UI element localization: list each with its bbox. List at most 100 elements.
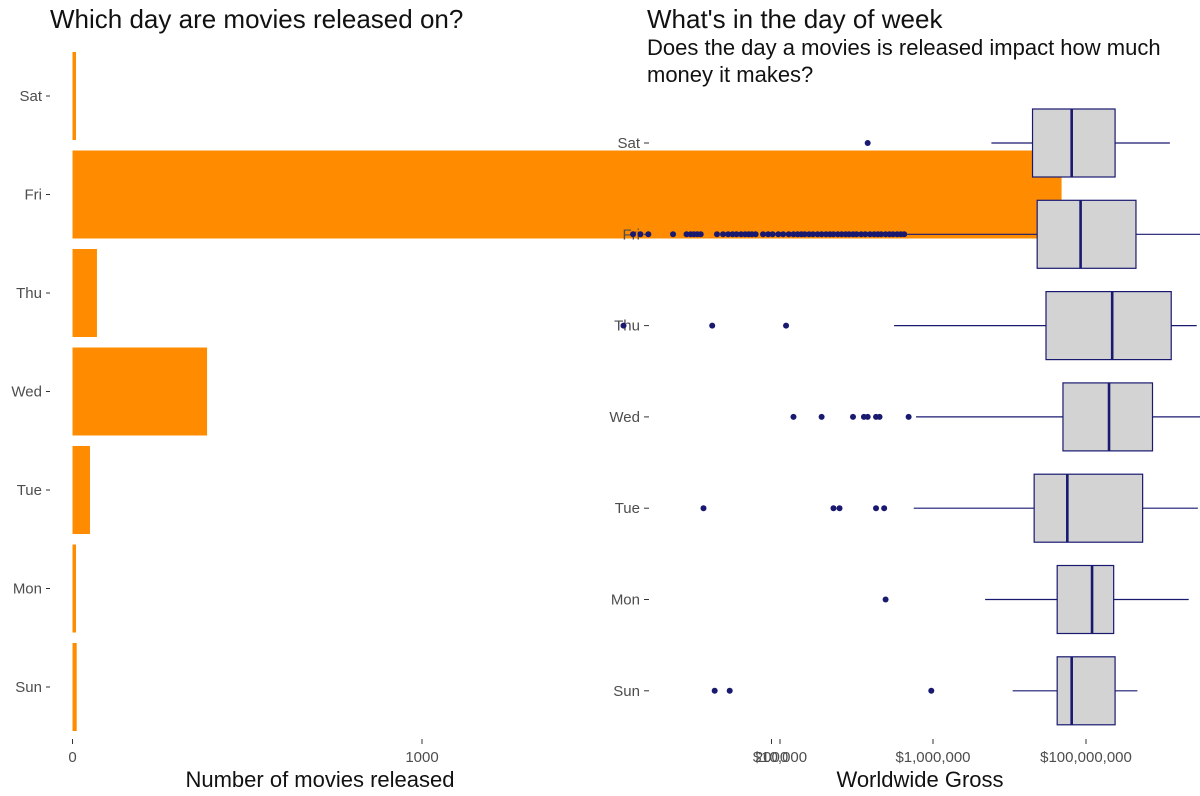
bar-chart-y-axis: Sat Fri Thu Wed Tue Mon Sun [11, 88, 50, 696]
bar-sun [72, 643, 77, 731]
outlier-point [873, 505, 880, 512]
outlier-point [801, 231, 808, 238]
outlier-point [876, 413, 883, 420]
box-mon [882, 564, 1189, 635]
box-chart-y-tick-label: Sat [617, 135, 640, 152]
outlier-point [830, 231, 837, 238]
bar-mon [72, 544, 76, 633]
outlier-point [780, 231, 787, 238]
bar-chart-bars [72, 52, 1062, 731]
bar-tue [72, 446, 90, 534]
outlier-point [783, 322, 790, 329]
outlier-point [670, 231, 677, 238]
outlier-point [733, 231, 740, 238]
bar-chart-y-tick-label: Wed [11, 384, 42, 401]
outlier-point [853, 231, 860, 238]
box-chart-subtitle-line-2: money it makes? [647, 62, 813, 87]
box-chart-title: What's in the day of week [647, 4, 943, 34]
box-fri [630, 199, 1200, 269]
box-chart-y-tick-label: Thu [614, 318, 640, 335]
bar-thu [72, 249, 97, 337]
bar-chart-title: Which day are movies released on? [50, 4, 463, 34]
bar-chart-x-tick-label: 1000 [405, 749, 438, 766]
outlier-point [849, 413, 856, 420]
bar-chart-x-tick-label: 0 [68, 749, 76, 766]
bar-chart-x-tick-label: 2000 [755, 749, 788, 766]
bar-wed [72, 347, 208, 436]
bar-chart-y-tick-label: Sat [19, 88, 42, 105]
outlier-point [830, 505, 837, 512]
outlier-point [765, 231, 772, 238]
box-wed [790, 382, 1200, 452]
outlier-point [700, 505, 707, 512]
bar-chart-y-tick-label: Tue [17, 482, 42, 499]
outlier-point [683, 231, 690, 238]
bar-chart-y-tick-label: Fri [25, 187, 43, 204]
iqr-box [1045, 291, 1172, 361]
box-chart-x-tick-label: $1,000,000 [895, 749, 970, 766]
outlier-point [864, 413, 871, 420]
outlier-point [809, 231, 816, 238]
outlier-point [760, 231, 767, 238]
box-chart-y-tick-label: Wed [609, 409, 640, 426]
box-chart-subtitle-line-1: Does the day a movies is released impact… [647, 35, 1161, 60]
outlier-point [769, 231, 776, 238]
bar-sat [72, 52, 76, 140]
outlier-point [775, 231, 782, 238]
outlier-point [785, 231, 792, 238]
box-chart-x-axis: $10,000 $1,000,000 $100,000,000 [753, 739, 1132, 766]
outlier-point [720, 231, 727, 238]
outlier-point [862, 231, 869, 238]
bar-chart-y-tick-label: Thu [16, 285, 42, 302]
iqr-box [1056, 564, 1115, 635]
box-sun [711, 656, 1138, 726]
iqr-box [1031, 108, 1116, 178]
outlier-point [882, 596, 889, 603]
outlier-point [790, 231, 797, 238]
box-chart: What's in the day of week Does the day a… [609, 4, 1200, 792]
bar-chart-y-tick-label: Mon [13, 581, 42, 598]
outlier-point [881, 505, 888, 512]
box-chart-y-tick-label: Tue [615, 500, 640, 517]
outlier-point [637, 231, 644, 238]
outlier-point [620, 322, 627, 329]
bar-chart-x-axis: 0 1000 2000 [68, 739, 788, 766]
iqr-box [1033, 473, 1144, 543]
iqr-box [1056, 656, 1116, 726]
outlier-point [866, 231, 873, 238]
iqr-box [1036, 199, 1137, 269]
box-chart-y-tick-label: Mon [611, 592, 640, 609]
outlier-point [711, 687, 718, 694]
outlier-point [818, 413, 825, 420]
outlier-point [752, 231, 759, 238]
outlier-point [928, 687, 935, 694]
outlier-point [713, 231, 720, 238]
outlier-point [889, 231, 896, 238]
outlier-point [864, 140, 871, 146]
outlier-point [630, 231, 637, 238]
box-chart-x-axis-title: Worldwide Gross [836, 767, 1003, 792]
outlier-point [836, 505, 843, 512]
outlier-point [905, 413, 912, 420]
bar-chart: Which day are movies released on? Sat Fri… [11, 4, 1062, 792]
outlier-point [790, 413, 797, 420]
bar-chart-y-tick-label: Sun [15, 679, 42, 696]
box-sat [864, 108, 1170, 178]
box-thu [620, 291, 1197, 361]
box-chart-x-tick-label: $100,000,000 [1040, 749, 1132, 766]
outlier-point [726, 687, 733, 694]
outlier-point [697, 231, 704, 238]
outlier-point [901, 231, 908, 238]
outlier-point [725, 231, 732, 238]
bar-fri [72, 150, 1062, 239]
box-chart-boxes [620, 108, 1200, 726]
bar-chart-x-axis-title: Number of movies released [185, 767, 454, 792]
outlier-point [645, 231, 652, 238]
box-chart-x-tick-label: $10,000 [753, 749, 807, 766]
outlier-point [878, 231, 885, 238]
outlier-point [709, 322, 716, 329]
box-chart-y-tick-label: Sun [613, 683, 640, 700]
box-tue [700, 473, 1198, 543]
